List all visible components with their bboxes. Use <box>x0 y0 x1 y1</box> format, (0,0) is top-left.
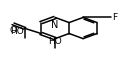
Text: N: N <box>51 20 59 30</box>
Text: F: F <box>112 13 117 22</box>
Text: O: O <box>10 26 17 35</box>
Text: HO: HO <box>48 37 62 46</box>
Text: HO: HO <box>10 27 24 36</box>
